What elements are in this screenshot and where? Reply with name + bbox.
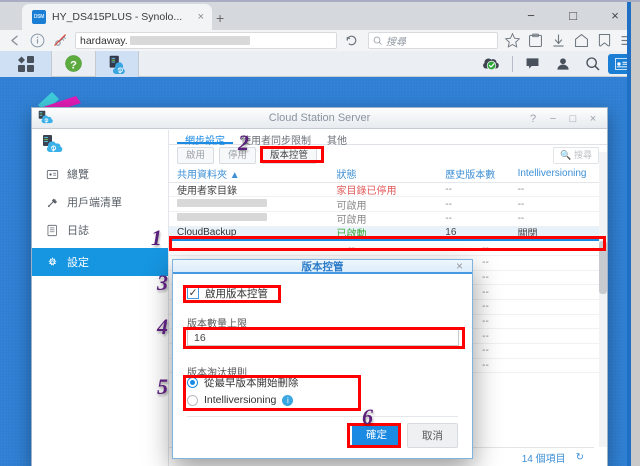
svg-text:?: ?	[70, 59, 77, 71]
